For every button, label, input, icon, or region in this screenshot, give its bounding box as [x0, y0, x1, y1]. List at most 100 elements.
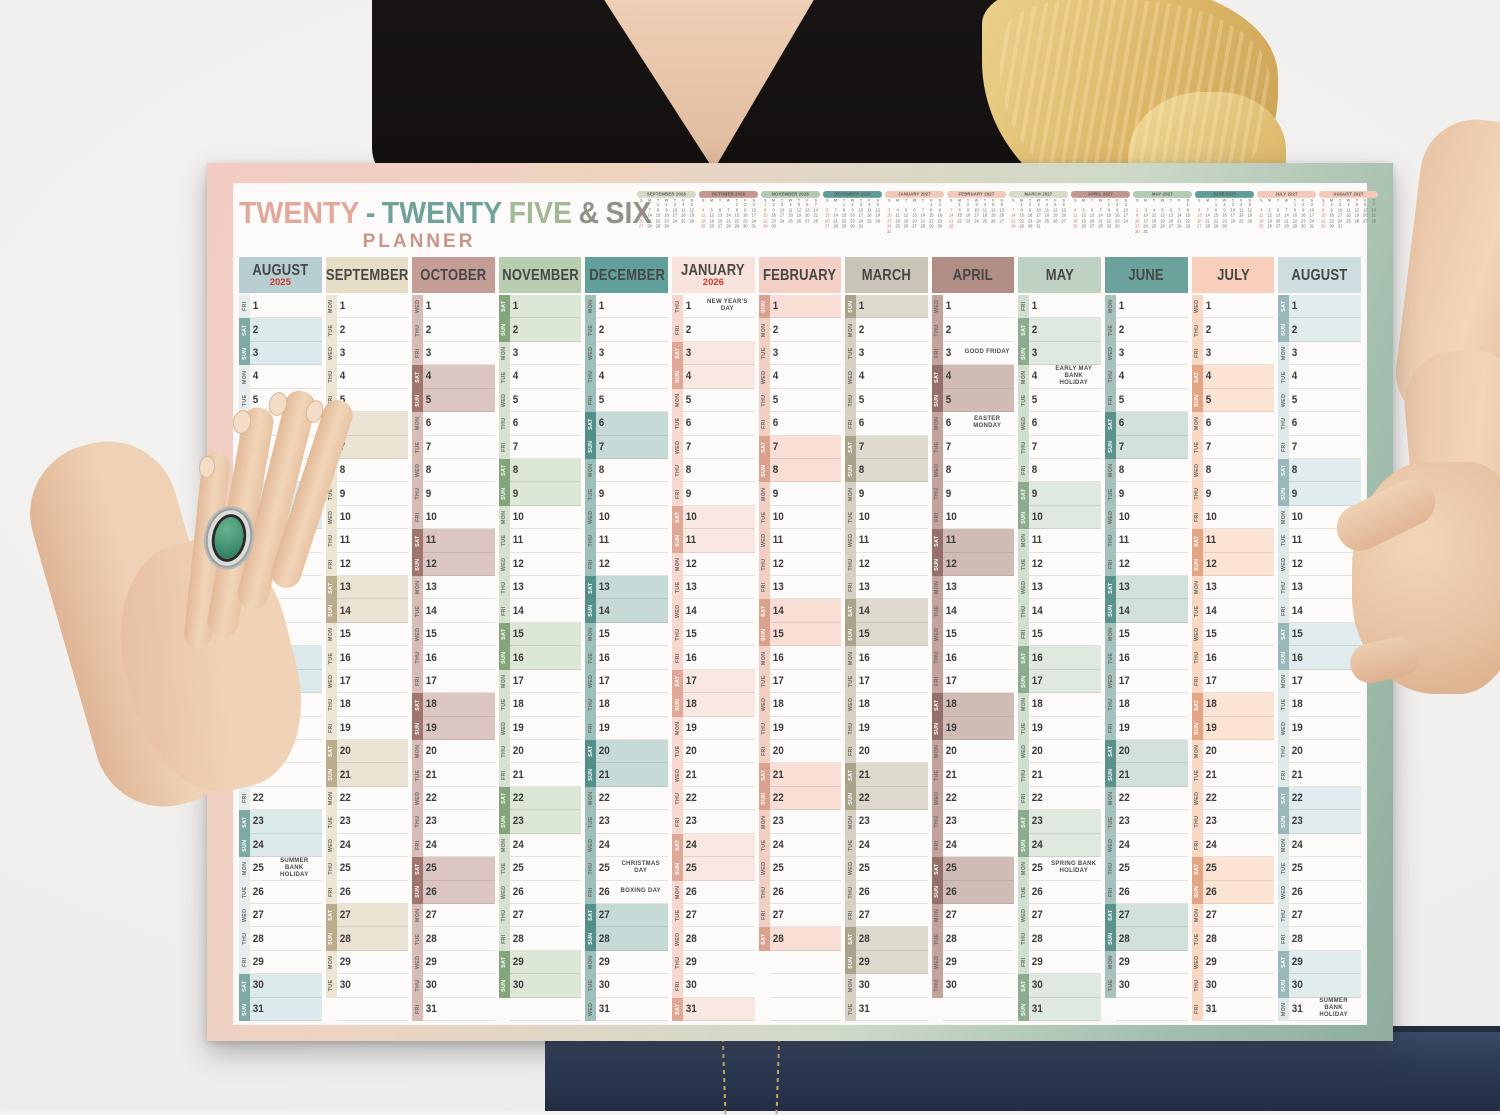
day-number: 1: [510, 300, 528, 312]
day-number: 6: [1029, 417, 1047, 429]
weekday-tab: WED: [326, 342, 337, 365]
day-cell: 10: [423, 506, 495, 529]
weekday-tab: FRI: [585, 717, 596, 740]
day-number: 4: [1029, 370, 1047, 382]
day-cell: 21: [1116, 763, 1188, 786]
day-number: 11: [1029, 534, 1047, 546]
day-cell: 23: [1203, 810, 1275, 833]
day-number: 3: [856, 347, 874, 359]
weekday-tab: SAT: [759, 927, 770, 950]
weekday-tab: THU: [1192, 810, 1203, 833]
day-cell: 6: [683, 412, 755, 435]
month-name: JANUARY: [682, 263, 746, 278]
day-cell: 29: [1289, 951, 1361, 974]
day-cell: 5: [1116, 389, 1188, 412]
day-cell: 12: [683, 553, 755, 576]
day-number: 8: [1203, 464, 1221, 476]
day-cell: 19: [856, 717, 928, 740]
day-cell: 19: [1289, 717, 1361, 740]
weekday-tab: FRI: [326, 553, 337, 576]
day-cell: 6: [1116, 412, 1188, 435]
day-number: 22: [856, 792, 874, 804]
day-number: 23: [943, 815, 961, 827]
weekday-tab: MON: [499, 506, 510, 529]
weekday-tab: SUN: [585, 436, 596, 459]
day-cell: 23: [1116, 810, 1188, 833]
weekday-tab: FRI: [239, 295, 250, 318]
day-number: 3: [596, 347, 614, 359]
day-cell: 27: [1116, 904, 1188, 927]
weekday-tab: TUE: [1018, 389, 1029, 412]
day-number: 25: [856, 862, 874, 874]
day-cell: 4: [250, 365, 322, 388]
day-number: 23: [683, 815, 701, 827]
day-cell: 30: [510, 974, 582, 997]
day-number: 4: [770, 370, 788, 382]
day-cell: 14: [683, 599, 755, 622]
day-number: 23: [596, 815, 614, 827]
day-number: 16: [943, 652, 961, 664]
weekday-tab: WED: [672, 436, 683, 459]
day-number: 4: [1289, 370, 1307, 382]
day-cell: 11: [1029, 529, 1101, 552]
weekday-tab: SAT: [1278, 459, 1289, 482]
day-cell: 1: [423, 295, 495, 318]
weekday-tab: MON: [845, 810, 856, 833]
day-number: 21: [770, 769, 788, 781]
weekday-tab: SUN: [1105, 436, 1116, 459]
day-number: 23: [510, 815, 528, 827]
weekday-tab: TUE: [1018, 717, 1029, 740]
day-number: 4: [943, 370, 961, 382]
weekday-tab: FRI: [1192, 506, 1203, 529]
day-number: 13: [770, 581, 788, 593]
day-number: 7: [683, 441, 701, 453]
day-number: 27: [856, 909, 874, 921]
day-cell: 17: [423, 670, 495, 693]
holiday-note: NEW YEAR'S DAY: [703, 299, 755, 313]
weekday-tab: TUE: [672, 904, 683, 927]
day-cell: 19: [510, 717, 582, 740]
day-cell: 23: [856, 810, 928, 833]
day-number: 22: [943, 792, 961, 804]
day-number: 9: [943, 488, 961, 500]
weekday-tab: FRI: [1278, 599, 1289, 622]
day-cell: 9: [943, 482, 1015, 505]
day-cell: 20: [596, 740, 668, 763]
weekday-tab: TUE: [759, 342, 770, 365]
mini-calendar-label: JANUARY 2027: [885, 191, 944, 198]
day-cell: 13: [856, 576, 928, 599]
day-number: 4: [1203, 370, 1221, 382]
weekday-tab: WED: [585, 670, 596, 693]
day-number: 21: [943, 769, 961, 781]
day-number: 19: [770, 722, 788, 734]
